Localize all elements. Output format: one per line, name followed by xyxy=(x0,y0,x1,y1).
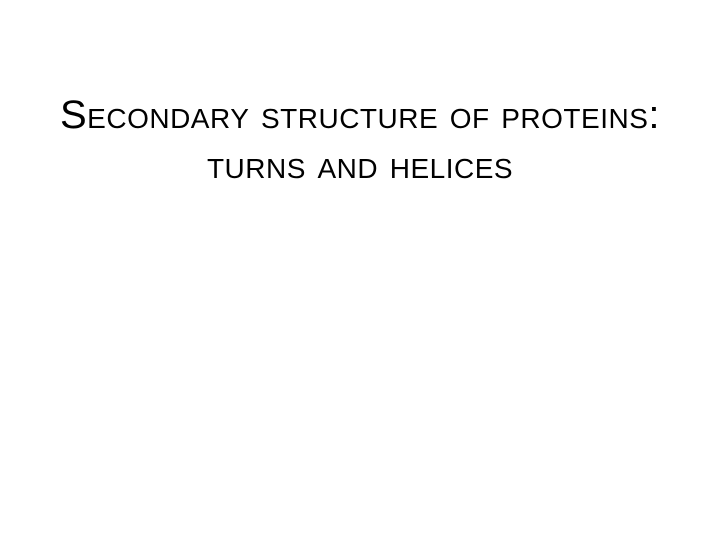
slide-title: Secondary structure of proteins: turns a… xyxy=(50,90,670,190)
slide-container: Secondary structure of proteins: turns a… xyxy=(0,0,720,540)
